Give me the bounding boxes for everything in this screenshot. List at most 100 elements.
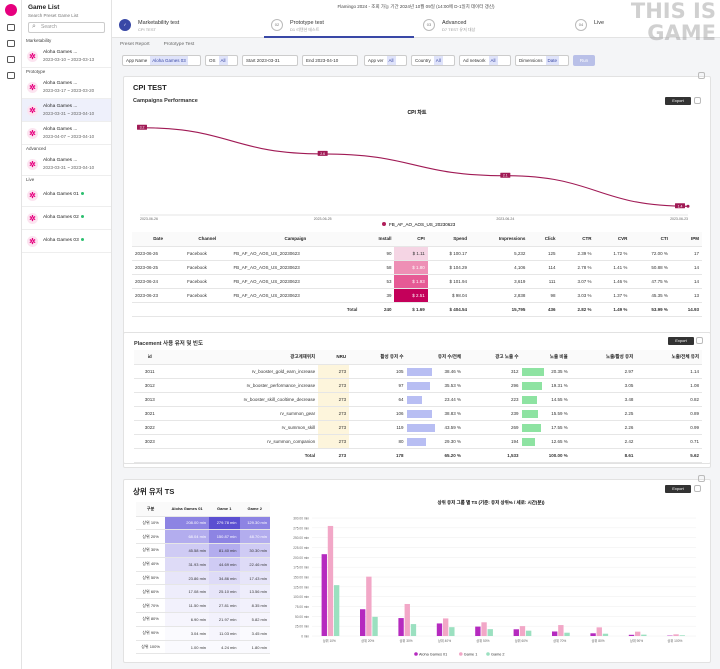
exposure-ratio-bar: 17.55 % xyxy=(521,420,571,435)
sidebar-title: Game List xyxy=(28,4,60,11)
list-item[interactable]: ✲ Aloha Games 03 xyxy=(22,230,111,253)
export-button[interactable]: Export xyxy=(668,337,694,345)
dollar-icon[interactable] xyxy=(7,56,15,63)
table-cell: 273 xyxy=(318,434,350,449)
table-cell: rv_summon_skill xyxy=(165,420,319,435)
table-cell: Total xyxy=(165,448,319,463)
search-input[interactable]: Search xyxy=(28,22,105,33)
step-prototype[interactable]: 02 Prototype test D1 리텐션 테스트 xyxy=(264,14,414,38)
export-button[interactable]: Export xyxy=(665,97,691,105)
settings-icon[interactable] xyxy=(698,475,705,482)
table-row: 3012 rv_booster_performance_increase 273 97… xyxy=(134,378,702,393)
list-item[interactable]: ✲ Aloha Games 01 xyxy=(22,184,111,207)
expand-icon[interactable] xyxy=(694,97,701,104)
table-row: 2023-06-25 Facebook FB_AF_AO_AOS_US_202306… xyxy=(132,260,702,275)
ad-network-select[interactable]: Ad network All xyxy=(459,55,511,66)
table-cell: 3.05 xyxy=(570,378,637,393)
total-row: Total 240 $ 1.69 $ 404.54 15,795 436 2.82 % 1.4… xyxy=(132,302,702,317)
game-avatar-icon: ✲ xyxy=(27,82,38,93)
table-header: id 광고게재위치 NRU 활성 유저 수 유저 수/전체 광고 노출 수 노출 비율 노출/… xyxy=(134,350,702,365)
end-date-input[interactable]: End 2023-04-10 xyxy=(302,55,358,66)
table-cell: 0.99 xyxy=(636,420,702,435)
table-cell xyxy=(132,302,185,317)
column-header: Impressions xyxy=(470,232,529,247)
x-tick-label: 2023-06-23 xyxy=(670,217,688,221)
app-name-select[interactable]: App Name Aloha Games 03 xyxy=(122,55,201,66)
app-version-select[interactable]: App ver All xyxy=(364,55,407,66)
table-cell: 296 xyxy=(464,378,522,393)
data-label: 3.2 xyxy=(140,126,145,130)
column-header: Channel xyxy=(184,232,231,247)
table-cell: 0.71 xyxy=(636,434,702,449)
table-cell: 상위 80% xyxy=(136,612,166,627)
x-tick-label: 상위 50% xyxy=(476,638,489,643)
table-row: 3022 rv_summon_skill 273 119 43.59 % 269 17.55… xyxy=(134,420,702,435)
section-prototype: Prototype xyxy=(26,69,46,74)
bar xyxy=(333,585,340,636)
table-cell: 5,232 xyxy=(470,246,529,261)
country-select[interactable]: Country All xyxy=(411,55,455,66)
x-tick-label: 상위 90% xyxy=(630,638,643,643)
table-cell: 53.99 % xyxy=(630,302,671,317)
os-select[interactable]: OS All xyxy=(205,55,238,66)
table-cell: 44.69 min xyxy=(209,557,240,572)
data-label: 1.4 xyxy=(678,204,683,208)
table-cell: 14 xyxy=(670,260,702,275)
exposure-ratio-bar: 14.55 % xyxy=(521,392,571,407)
table-cell: 상위 60% xyxy=(136,584,166,600)
app-logo-icon xyxy=(5,4,17,16)
table-cell: 11.50 min xyxy=(165,598,210,614)
user-ratio-bar: 35.53 % xyxy=(406,378,465,393)
column-header: 노출 비율 xyxy=(521,350,571,365)
list-item[interactable]: ✲ Aloha Games ... 2023-04-07 ~ 2023-04-10 xyxy=(22,122,111,145)
inbox-icon[interactable] xyxy=(7,40,15,47)
export-button[interactable]: Export xyxy=(665,485,691,493)
step-advanced[interactable]: 03 Advanced D7 TEST 유저 대상 xyxy=(416,14,566,38)
bar xyxy=(590,633,596,636)
bar xyxy=(436,623,443,636)
expand-icon[interactable] xyxy=(696,337,703,344)
breadcrumb-prototype[interactable]: Prototype Test xyxy=(163,42,195,47)
table-cell: 2.42 xyxy=(570,434,637,449)
list-item[interactable]: ✲ Aloha Games ... 2023-03-10 ~ 2023-03-13 xyxy=(22,45,111,68)
section-marketability: Marketability xyxy=(26,38,52,43)
table-cell: 상위 10% xyxy=(136,516,166,531)
settings-icon[interactable] xyxy=(698,72,705,79)
expand-icon[interactable] xyxy=(694,485,701,492)
table-cell: 3.03 % xyxy=(558,288,595,303)
dimensions-select[interactable]: Dimensions Date xyxy=(515,55,569,66)
table-cell: 105 xyxy=(349,364,407,379)
step-marketability[interactable]: ✓ Marketability test CPI TEST xyxy=(112,14,262,38)
legend-label: FB_AF_AO_AOS_US_20230623 xyxy=(389,222,456,227)
start-date-input[interactable]: Start 2023-03-31 xyxy=(242,55,298,66)
list-item[interactable]: ✲ Aloha Games 02 xyxy=(22,207,111,230)
run-button[interactable]: Run xyxy=(573,55,595,66)
table-cell: 39 xyxy=(360,288,395,303)
cpi-title: CPI TEST xyxy=(133,83,167,92)
table-cell: 상위 50% xyxy=(136,571,166,586)
table-row: 2023-06-24 Facebook FB_AF_AO_AOS_US_202306… xyxy=(132,274,702,289)
table-row: 3011 rv_booster_gold_earn_increase 273 105 3… xyxy=(134,364,702,379)
list-item[interactable]: ✲ Aloha Games ... 2023-03-17 ~ 2023-03-20 xyxy=(22,76,111,99)
column-header: CPI xyxy=(394,232,428,247)
bar xyxy=(628,634,635,636)
game-avatar-icon: ✲ xyxy=(27,236,38,247)
ts-chart-title: 상위 유저 그룹 별 TS (기준: 유저 상위% / 세로: 시간(분)) xyxy=(437,499,545,506)
table-row: 상위 10% 208.00 min 279.78 min 129.30 min xyxy=(136,516,270,531)
bar xyxy=(442,618,449,636)
bar xyxy=(641,634,647,636)
table-cell: 90 xyxy=(360,246,395,261)
table-cell: 273 xyxy=(318,448,350,463)
table-cell: 2,838 xyxy=(470,288,529,303)
game-avatar-icon: ✲ xyxy=(27,159,38,170)
list-item[interactable]: ✲ Aloha Games ... 2023-03-31 ~ 2023-04-10 xyxy=(22,153,111,176)
breadcrumb-preset[interactable]: Preset Report xyxy=(120,42,150,47)
rocket-icon[interactable] xyxy=(7,24,15,31)
legend-marker xyxy=(382,222,386,226)
table-row: 3013 rv_booster_skill_cooltime_decrease 27… xyxy=(134,392,702,407)
step-live[interactable]: 04 Live xyxy=(568,14,718,38)
chart-icon[interactable] xyxy=(7,72,15,79)
table-cell: 13.56 min xyxy=(239,584,270,600)
table-cell: 2.25 xyxy=(570,406,637,421)
list-item-selected[interactable]: ✲ Aloha Games ... 2023-03-31 ~ 2023-04-10 xyxy=(22,99,111,122)
